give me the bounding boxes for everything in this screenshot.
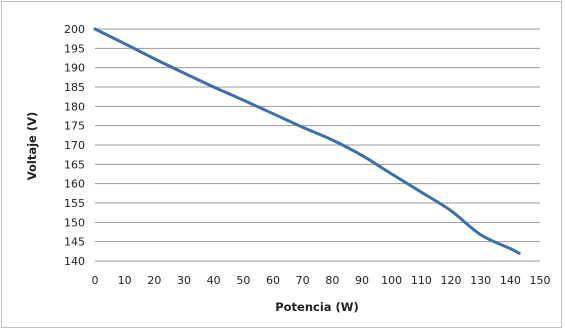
x-tick-label: 100 <box>381 274 402 287</box>
x-tick-label: 20 <box>147 274 161 287</box>
x-axis-title: Potencia (W) <box>275 300 359 314</box>
x-tick-label: 0 <box>92 274 99 287</box>
x-tick-label: 120 <box>441 274 462 287</box>
y-axis-ticks: 140 145 150 155 160 165 170 175 180 185 190 195 200 <box>64 23 85 268</box>
y-tick-label: 165 <box>64 158 85 171</box>
x-tick-label: 90 <box>355 274 369 287</box>
x-tick-label: 10 <box>118 274 132 287</box>
y-tick-label: 145 <box>64 236 85 249</box>
y-tick-label: 155 <box>64 197 85 210</box>
y-tick-label: 185 <box>64 81 85 94</box>
y-tick-label: 140 <box>64 255 85 268</box>
y-tick-label: 150 <box>64 216 85 229</box>
y-tick-label: 190 <box>64 62 85 75</box>
x-tick-label: 30 <box>177 274 191 287</box>
series-line <box>93 27 521 255</box>
x-tick-label: 110 <box>411 274 432 287</box>
y-tick-label: 170 <box>64 139 85 152</box>
y-axis-title: Voltaje (V) <box>25 112 39 181</box>
x-tick-label: 70 <box>296 274 310 287</box>
x-tick-label: 140 <box>500 274 521 287</box>
y-tick-label: 160 <box>64 178 85 191</box>
y-tick-label: 195 <box>64 42 85 55</box>
y-tick-label: 175 <box>64 120 85 133</box>
x-tick-label: 130 <box>470 274 491 287</box>
series-group <box>93 27 521 255</box>
x-tick-label: 50 <box>236 274 250 287</box>
y-tick-label: 180 <box>64 100 85 113</box>
grid-lines <box>95 28 540 262</box>
x-tick-label: 60 <box>266 274 280 287</box>
x-axis-ticks: 0 10 20 30 40 50 60 70 80 90 100 110 120 130 140 150 <box>92 274 551 287</box>
x-tick-label: 150 <box>530 274 551 287</box>
y-tick-label: 200 <box>64 23 85 36</box>
x-tick-label: 40 <box>207 274 221 287</box>
x-tick-label: 80 <box>325 274 339 287</box>
